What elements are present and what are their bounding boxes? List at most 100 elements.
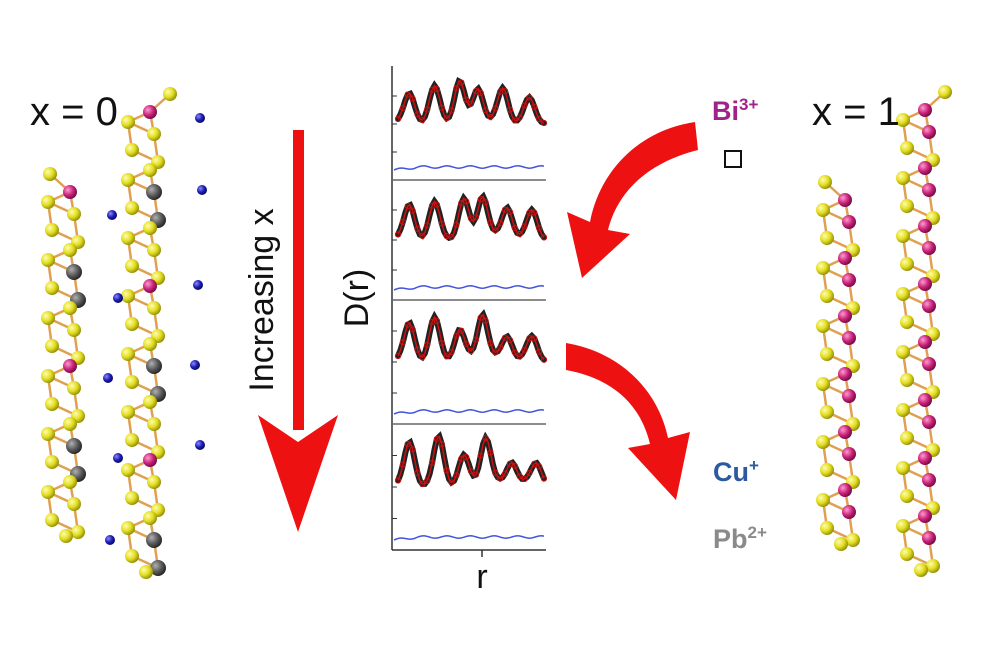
bismuth-atom: [842, 273, 856, 287]
data-point: [399, 104, 406, 112]
data-point: [531, 103, 538, 110]
bismuth-atom: [838, 425, 852, 439]
sulfur-atom: [900, 373, 914, 387]
lead-atom: [146, 358, 162, 374]
sulfur-atom: [63, 301, 77, 315]
pdf-plot: [391, 66, 548, 557]
lead-atom: [146, 532, 162, 548]
data-point: [467, 347, 475, 355]
lead-atom: [146, 184, 162, 200]
sulfur-atom: [45, 397, 59, 411]
sulfur-atom: [45, 455, 59, 469]
data-point: [521, 223, 528, 230]
data-point: [501, 470, 509, 477]
sulfur-atom: [125, 375, 139, 389]
data-point: [540, 234, 548, 241]
bismuth-atom: [922, 473, 936, 487]
bismuth-atom: [922, 415, 936, 429]
bismuth-atom: [918, 509, 932, 523]
sulfur-atom: [67, 207, 81, 221]
data-point: [526, 94, 533, 101]
sulfur-atom: [147, 475, 161, 489]
data-point: [414, 111, 421, 118]
data-point: [492, 349, 499, 356]
sulfur-atom: [45, 223, 59, 237]
sulfur-atom: [820, 231, 834, 245]
sulfur-atom: [896, 403, 910, 417]
right-crystal-structure: [816, 85, 952, 577]
sulfur-atom: [820, 521, 834, 535]
data-point: [536, 348, 543, 355]
data-point: [448, 348, 455, 356]
sulfur-atom: [143, 395, 157, 409]
legend-cu-charge: +: [749, 456, 759, 475]
sulfur-atom: [63, 475, 77, 489]
sulfur-atom: [816, 319, 830, 333]
bismuth-atom: [918, 451, 932, 465]
copper-atom: [190, 360, 200, 370]
sulfur-atom: [143, 511, 157, 525]
bismuth-atom: [918, 393, 932, 407]
sulfur-atom: [139, 565, 153, 579]
bismuth-atom: [838, 309, 852, 323]
data-point: [497, 344, 504, 351]
sulfur-atom: [63, 243, 77, 257]
sulfur-atom: [147, 417, 161, 431]
data-point: [521, 346, 528, 353]
bismuth-atom: [922, 241, 936, 255]
sulfur-atom: [900, 547, 914, 561]
sulfur-atom: [900, 199, 914, 213]
sulfur-atom: [59, 529, 73, 543]
difference-curve: [393, 165, 545, 171]
bismuth-atom: [918, 277, 932, 291]
increasing-x-label: Increasing x: [243, 208, 281, 391]
bismuth-atom: [918, 103, 932, 117]
sulfur-atom: [41, 311, 55, 325]
sulfur-atom: [896, 287, 910, 301]
data-point: [540, 475, 548, 482]
legend-pb: Pb2+: [713, 523, 767, 555]
copper-atom: [113, 293, 123, 303]
sulfur-atom: [900, 141, 914, 155]
sulfur-atom: [816, 203, 830, 217]
bismuth-atom: [922, 299, 936, 313]
sulfur-atom: [125, 143, 139, 157]
sulfur-atom: [125, 549, 139, 563]
copper-atom: [197, 185, 207, 195]
sulfur-atom: [121, 289, 135, 303]
sulfur-atom: [41, 195, 55, 209]
legend-cu: Cu+: [713, 456, 759, 488]
bismuth-atom: [918, 335, 932, 349]
lead-atom: [66, 438, 82, 454]
data-point: [516, 473, 523, 480]
bismuth-atom: [838, 367, 852, 381]
bismuth-atom: [842, 505, 856, 519]
sulfur-atom: [846, 533, 860, 547]
sulfur-atom: [121, 463, 135, 477]
sulfur-atom: [125, 433, 139, 447]
sulfur-atom: [121, 521, 135, 535]
copper-atom: [107, 210, 117, 220]
bismuth-atom: [922, 531, 936, 545]
copper-atom: [193, 280, 203, 290]
left-structure-label: x = 0: [30, 90, 118, 134]
sulfur-atom: [816, 377, 830, 391]
sulfur-atom: [125, 201, 139, 215]
sulfur-atom: [143, 337, 157, 351]
sulfur-atom: [820, 347, 834, 361]
curved-arrow-top: [567, 122, 698, 278]
data-point: [487, 113, 494, 121]
bismuth-atom: [143, 279, 157, 293]
sulfur-atom: [900, 489, 914, 503]
sulfur-atom: [820, 289, 834, 303]
bismuth-atom: [922, 125, 936, 139]
legend-pb-charge: 2+: [747, 523, 767, 542]
sulfur-atom: [45, 281, 59, 295]
data-point: [419, 232, 426, 239]
bismuth-atom: [838, 251, 852, 265]
bismuth-atom: [842, 215, 856, 229]
sulfur-atom: [121, 231, 135, 245]
bismuth-atom: [918, 219, 932, 233]
sulfur-atom: [896, 171, 910, 185]
